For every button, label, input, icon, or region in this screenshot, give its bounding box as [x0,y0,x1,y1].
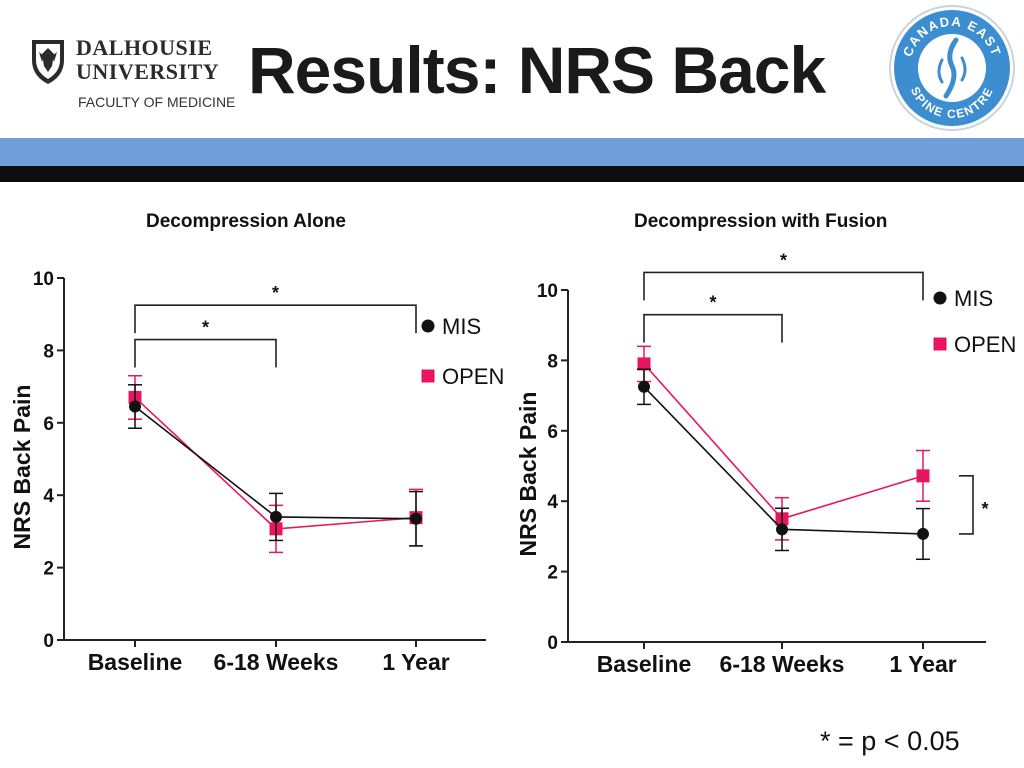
data-point-open [637,357,651,371]
chart-title-decompression-with-fusion: Decompression with Fusion [634,211,888,232]
x-category-label: 6-18 Weeks [214,649,339,675]
series-line-open [643,363,924,520]
legend-marker-mis [421,319,435,333]
series-line-mis [643,386,924,535]
legend-label-open: OPEN [954,332,1016,357]
y-tick-label: 4 [43,486,54,507]
data-point-mis [270,510,282,523]
institution-name-line1: DALHOUSIE [76,35,213,60]
data-point-mis [638,380,650,393]
endpoint-significance-star: * [981,499,988,519]
y-tick-label: 10 [537,281,558,302]
data-point-mis [129,400,141,413]
legend-marker-open [421,369,435,383]
data-point-open [916,469,930,483]
spine-logo-icon: CANADA EAST SPINE CENTRE [889,5,1015,131]
significance-bracket [134,338,277,368]
data-point-mis [917,527,929,540]
significance-star: * [272,283,279,303]
x-category-label: Baseline [88,649,183,675]
chart-decompression-alone: 0 2 4 6 8 10 NRS Back Pain Baseline 6-18 Weeks 1 … [9,269,504,675]
institution-name-line2: UNIVERSITY [76,59,220,84]
x-category-label: 1 Year [382,649,449,675]
x-category-label: 1 Year [889,651,956,677]
faculty-name: FACULTY OF MEDICINE [78,94,236,110]
chart-decompression-with-fusion: 0 2 4 6 8 10 NRS Back Pain Baseline 6-18 Weeks 1 … [515,250,1016,677]
x-category-label: Baseline [597,651,692,677]
y-axis-label: NRS Back Pain [9,385,35,550]
legend-label-mis: MIS [442,314,481,339]
significance-bracket [134,304,417,334]
significance-star: * [709,293,716,313]
significance-bracket [643,271,924,301]
y-tick-label: 10 [33,269,54,290]
header-black-band [0,166,1024,182]
shield-crest-icon [32,40,64,84]
slide-title: Results: NRS Back [248,33,826,107]
slide-header: DALHOUSIE UNIVERSITY FACULTY OF MEDICINE… [0,0,1024,138]
significance-bracket [643,313,783,343]
y-tick-label: 2 [547,563,558,584]
y-tick-label: 8 [43,341,54,362]
y-tick-label: 4 [547,492,558,513]
data-point-mis [410,512,422,525]
significance-footnote: * = p < 0.05 [820,726,960,756]
y-tick-label: 2 [43,559,54,580]
y-axis-label: NRS Back Pain [515,392,541,557]
y-tick-label: 6 [547,422,558,443]
significance-star: * [780,250,787,270]
y-tick-label: 0 [547,633,558,654]
y-tick-label: 8 [547,351,558,372]
header-blue-band [0,138,1024,166]
endpoint-significance-bracket [959,475,974,535]
dalhousie-logo: DALHOUSIE UNIVERSITY FACULTY OF MEDICINE [28,34,250,114]
legend-label-mis: MIS [954,286,993,311]
legend-marker-open [933,337,947,351]
data-point-mis [776,523,788,536]
y-tick-label: 6 [43,414,54,435]
chart-title-decompression-alone: Decompression Alone [146,211,346,232]
significance-star: * [202,318,209,338]
y-tick-label: 0 [43,631,54,652]
x-category-label: 6-18 Weeks [720,651,845,677]
legend-marker-mis [933,291,947,305]
legend-label-open: OPEN [442,364,504,389]
